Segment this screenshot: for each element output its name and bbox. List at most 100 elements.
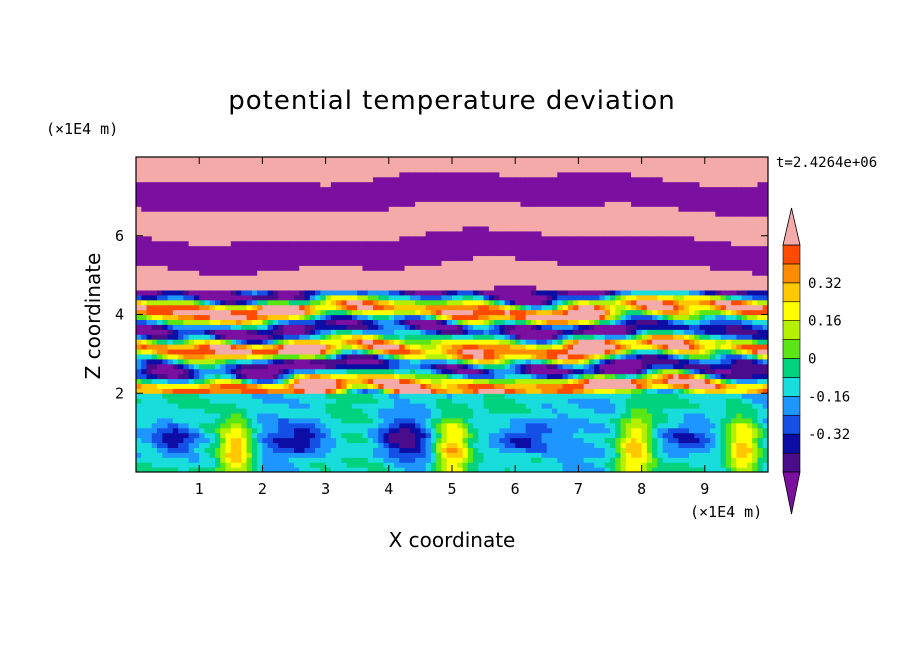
field-cell xyxy=(404,196,411,202)
field-cell xyxy=(251,250,258,257)
field-cell xyxy=(330,255,337,261)
field-cell xyxy=(272,240,279,247)
field-cell xyxy=(462,348,469,355)
field-cell xyxy=(230,353,237,360)
field-cell xyxy=(320,329,327,335)
field-cell xyxy=(162,206,169,212)
field-cell xyxy=(267,457,274,463)
field-cell xyxy=(167,417,174,424)
field-cell xyxy=(162,280,169,286)
field-cell xyxy=(251,398,258,404)
field-cell xyxy=(157,348,163,355)
field-cell xyxy=(362,275,369,281)
field-cell xyxy=(520,270,527,276)
field-cell xyxy=(409,157,416,163)
field-cell xyxy=(541,417,548,424)
field-cell xyxy=(294,348,300,355)
field-cell xyxy=(141,432,148,439)
field-cell xyxy=(436,314,443,321)
field-cell xyxy=(225,432,232,439)
field-cell xyxy=(346,171,353,178)
field-cell xyxy=(383,211,390,217)
field-cell xyxy=(425,206,432,212)
field-cell xyxy=(409,457,416,463)
field-cell xyxy=(136,230,142,237)
field-cell xyxy=(425,462,432,468)
field-cell xyxy=(473,186,479,193)
field-cell xyxy=(351,393,358,399)
field-cell xyxy=(488,403,495,409)
field-cell xyxy=(220,284,227,291)
field-cell xyxy=(536,442,543,448)
field-cell xyxy=(220,196,227,202)
field-cell xyxy=(209,240,216,247)
field-cell xyxy=(220,309,227,316)
field-cell xyxy=(299,398,306,404)
field-cell xyxy=(193,452,200,458)
field-cell xyxy=(193,309,200,316)
field-cell xyxy=(204,309,211,316)
field-cell xyxy=(325,230,332,237)
field-cell xyxy=(309,393,316,399)
field-cell xyxy=(409,422,416,429)
field-cell xyxy=(388,171,395,178)
field-cell xyxy=(325,388,332,394)
field-cell xyxy=(193,166,200,173)
field-cell xyxy=(499,265,506,271)
field-cell xyxy=(220,294,227,301)
field-cell xyxy=(320,245,327,252)
field-cell xyxy=(278,201,285,207)
field-cell xyxy=(473,467,479,472)
field-cell xyxy=(473,412,479,419)
field-cell xyxy=(294,270,300,276)
field-cell xyxy=(430,265,437,271)
field-cell xyxy=(225,324,232,330)
field-cell xyxy=(236,191,242,197)
field-cell xyxy=(441,206,448,212)
field-cell xyxy=(172,171,179,178)
field-cell xyxy=(351,250,358,257)
field-cell xyxy=(430,280,437,286)
field-cell xyxy=(157,289,163,296)
field-cell xyxy=(462,225,469,232)
field-cell xyxy=(499,398,506,404)
field-cell xyxy=(394,294,400,301)
field-cell xyxy=(236,319,242,325)
field-cell xyxy=(251,225,258,232)
field-cell xyxy=(278,211,285,217)
field-cell xyxy=(388,220,395,227)
field-cell xyxy=(341,324,348,330)
field-cell xyxy=(220,181,227,188)
field-cell xyxy=(341,348,348,355)
field-cell xyxy=(378,467,385,472)
field-cell xyxy=(157,280,163,286)
field-cell xyxy=(304,270,311,276)
field-cell xyxy=(236,255,242,261)
field-cell xyxy=(446,260,453,266)
field-cell xyxy=(483,457,490,463)
field-cell xyxy=(509,294,516,301)
field-cell xyxy=(536,235,543,242)
field-cell xyxy=(446,447,453,453)
field-cell xyxy=(330,230,337,237)
field-cell xyxy=(378,225,385,232)
field-cell xyxy=(146,230,153,237)
field-cell xyxy=(536,225,543,232)
field-cell xyxy=(294,157,300,163)
field-cell xyxy=(425,368,432,375)
field-cell xyxy=(441,275,448,281)
field-cell xyxy=(425,235,432,242)
field-cell xyxy=(204,398,211,404)
field-cell xyxy=(162,250,169,257)
field-cell xyxy=(536,447,543,453)
field-cell xyxy=(404,447,411,453)
field-cell xyxy=(315,358,321,365)
field-cell xyxy=(141,329,148,335)
field-cell xyxy=(199,383,206,389)
field-cell xyxy=(299,309,306,316)
field-cell xyxy=(172,211,179,217)
field-cell xyxy=(452,186,458,193)
field-cell xyxy=(236,265,242,271)
field-cell xyxy=(336,201,342,207)
field-cell xyxy=(183,289,190,296)
